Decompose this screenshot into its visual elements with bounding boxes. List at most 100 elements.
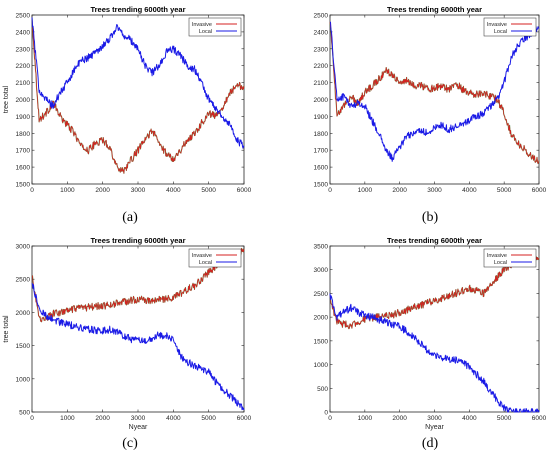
chart-title: Trees trending 6000th year <box>387 5 482 14</box>
x-axis-label: Nyear <box>425 424 444 431</box>
y-tick-label: 2500 <box>16 13 31 20</box>
series-line-local <box>31 17 245 149</box>
panel-label-d: (d) <box>421 436 439 451</box>
x-tick-label: 2000 <box>392 187 407 194</box>
x-tick-label: 6000 <box>532 187 547 194</box>
y-tick-label: 3500 <box>314 244 329 251</box>
legend-label-invasive: Invasive <box>192 22 212 28</box>
y-tick-label: 3000 <box>314 267 329 274</box>
panel-label-c: (c) <box>122 436 138 451</box>
legend-box <box>483 17 537 37</box>
y-tick-label: 2500 <box>314 291 329 298</box>
chart-panel-2: Trees trending 6000th year 1500 1600 1700 18… <box>314 5 547 194</box>
legend-box <box>188 248 242 268</box>
x-tick-label: 2000 <box>95 187 110 194</box>
chart-panel-3: Trees trending 6000th year 500 1000 1500 200… <box>3 236 252 431</box>
y-tick-label: 500 <box>19 410 30 417</box>
x-tick-label: 4000 <box>462 187 477 194</box>
x-tick-label: 0 <box>328 415 332 422</box>
x-tick-label: 5000 <box>201 187 216 194</box>
y-tick-label: 1600 <box>314 165 329 172</box>
y-tick-label: 0 <box>324 410 328 417</box>
y-tick-label: 2100 <box>16 80 31 87</box>
y-tick-label: 2500 <box>16 277 31 284</box>
chart-title: Trees trending 6000th year <box>387 236 482 245</box>
legend-label-invasive: Invasive <box>487 22 507 28</box>
y-tick-label: 2400 <box>16 29 31 36</box>
y-tick-label: 1500 <box>16 343 31 350</box>
legend-label-local: Local <box>199 29 212 35</box>
series-line-local <box>31 283 245 411</box>
x-tick-label: 0 <box>328 187 332 194</box>
legend-box <box>188 17 242 37</box>
series-line-invasive <box>329 251 540 330</box>
y-tick-label: 1500 <box>16 182 31 189</box>
x-tick-label: 1000 <box>358 187 373 194</box>
x-tick-label: 5000 <box>497 415 512 422</box>
x-tick-label: 3000 <box>427 415 442 422</box>
y-tick-label: 2000 <box>16 310 31 317</box>
x-tick-label: 4000 <box>462 415 477 422</box>
chart-title: Trees trending 6000th year <box>90 5 185 14</box>
x-tick-label: 1000 <box>60 415 75 422</box>
y-tick-label: 1500 <box>314 338 329 345</box>
panel-label-a: (a) <box>122 210 138 225</box>
panel-label-b: (b) <box>421 210 439 225</box>
series-line-invasive <box>31 17 245 174</box>
x-tick-label: 0 <box>30 187 34 194</box>
x-tick-label: 5000 <box>201 415 216 422</box>
chart-panel-4: Trees trending 6000th year 0 500 1000 1500 20… <box>314 236 547 431</box>
x-tick-label: 3000 <box>131 187 146 194</box>
x-axis-label: Nyear <box>129 424 148 431</box>
x-tick-label: 6000 <box>237 187 252 194</box>
chart-panel-1: Trees trending 6000th year 1500 1600 1700 18… <box>3 5 252 194</box>
x-tick-label: 3000 <box>131 415 146 422</box>
y-tick-label: 1000 <box>16 376 31 383</box>
plot-area <box>329 245 540 413</box>
y-tick-label: 2400 <box>314 29 329 36</box>
y-axis-label: tree total <box>3 85 10 113</box>
legend-label-invasive: Invasive <box>192 253 212 259</box>
y-tick-label: 2100 <box>314 80 329 87</box>
legend-box <box>483 248 537 268</box>
legend-label-invasive: Invasive <box>487 253 507 259</box>
x-tick-label: 0 <box>30 415 34 422</box>
x-tick-label: 6000 <box>532 415 547 422</box>
x-tick-label: 4000 <box>166 187 181 194</box>
y-tick-label: 1000 <box>314 362 329 369</box>
x-tick-label: 1000 <box>60 187 75 194</box>
chart-title: Trees trending 6000th year <box>90 236 185 245</box>
y-tick-label: 3000 <box>16 244 31 251</box>
y-tick-label: 2200 <box>314 63 329 70</box>
y-axis-label: tree total <box>3 315 10 343</box>
x-tick-label: 5000 <box>497 187 512 194</box>
x-tick-label: 1000 <box>358 415 373 422</box>
legend-label-local: Local <box>494 29 507 35</box>
legend-label-local: Local <box>494 260 507 266</box>
y-tick-label: 1500 <box>314 182 329 189</box>
x-tick-label: 6000 <box>237 415 252 422</box>
y-tick-label: 2000 <box>16 97 31 104</box>
y-tick-label: 1900 <box>16 114 31 121</box>
y-tick-label: 500 <box>317 386 328 393</box>
y-tick-label: 1800 <box>16 131 31 138</box>
y-tick-label: 1800 <box>314 131 329 138</box>
plot-area <box>329 14 540 185</box>
x-tick-label: 4000 <box>166 415 181 422</box>
y-tick-label: 1700 <box>314 148 329 155</box>
y-tick-label: 1900 <box>314 114 329 121</box>
series-line-local <box>329 21 540 162</box>
x-tick-label: 2000 <box>95 415 110 422</box>
plot-area <box>31 14 245 185</box>
x-tick-label: 2000 <box>392 415 407 422</box>
y-tick-label: 1600 <box>16 165 31 172</box>
series-line-invasive <box>329 21 540 164</box>
y-tick-label: 2300 <box>16 46 31 53</box>
y-tick-label: 2300 <box>314 46 329 53</box>
x-tick-label: 3000 <box>427 187 442 194</box>
